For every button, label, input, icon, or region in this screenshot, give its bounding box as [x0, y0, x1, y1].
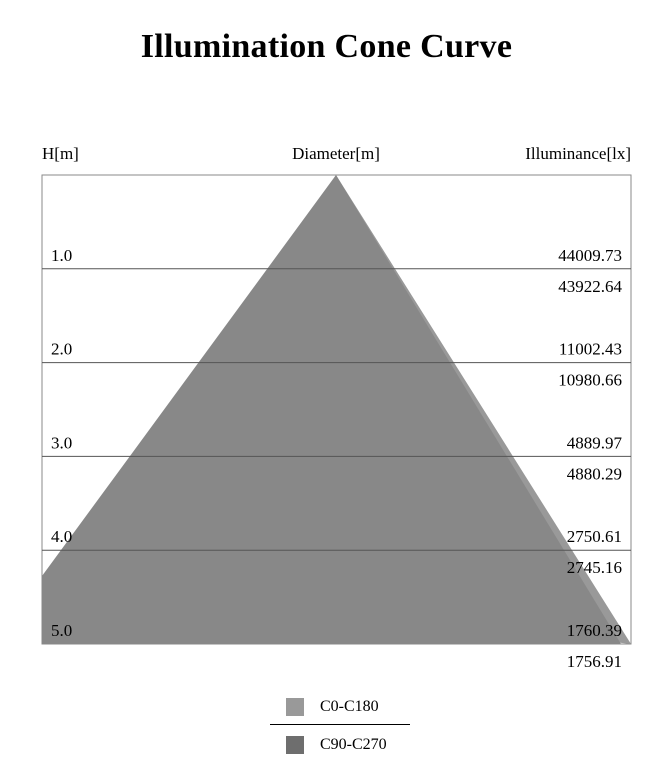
illuminance-c0-c180: 1760.39 [567, 621, 622, 640]
legend-swatch-c0-c180 [286, 698, 304, 716]
height-label: 4.0 [51, 527, 72, 546]
height-label: 3.0 [51, 433, 72, 452]
illuminance-c90-c270: 4880.29 [567, 464, 622, 483]
illuminance-c90-c270: 43922.64 [558, 277, 622, 296]
height-label: 1.0 [51, 246, 72, 265]
height-label: 2.0 [51, 340, 72, 359]
illuminance-c0-c180: 11002.43 [559, 340, 622, 359]
diameter-header: Diameter[m] [292, 144, 380, 163]
illuminance-c90-c270: 10980.66 [558, 371, 622, 390]
chart-title: Illumination Cone Curve [140, 28, 513, 65]
illuminance-c90-c270: 1756.91 [567, 652, 622, 671]
illuminance-c90-c270: 2745.16 [567, 558, 622, 577]
height-header: H[m] [42, 144, 79, 163]
legend-swatch-c90-c270 [286, 736, 304, 754]
legend-divider [270, 724, 410, 725]
illuminance-c0-c180: 2750.61 [567, 527, 622, 546]
illuminance-c0-c180: 44009.73 [558, 246, 622, 265]
cone-c90-c270 [42, 175, 621, 644]
legend-label-c0-c180: C0-C180 [320, 698, 379, 715]
illuminance-c0-c180: 4889.97 [567, 433, 623, 452]
height-label: 5.0 [51, 621, 72, 640]
legend-label-c90-c270: C90-C270 [320, 736, 387, 753]
illuminance-header: Illuminance[lx] [525, 144, 631, 163]
